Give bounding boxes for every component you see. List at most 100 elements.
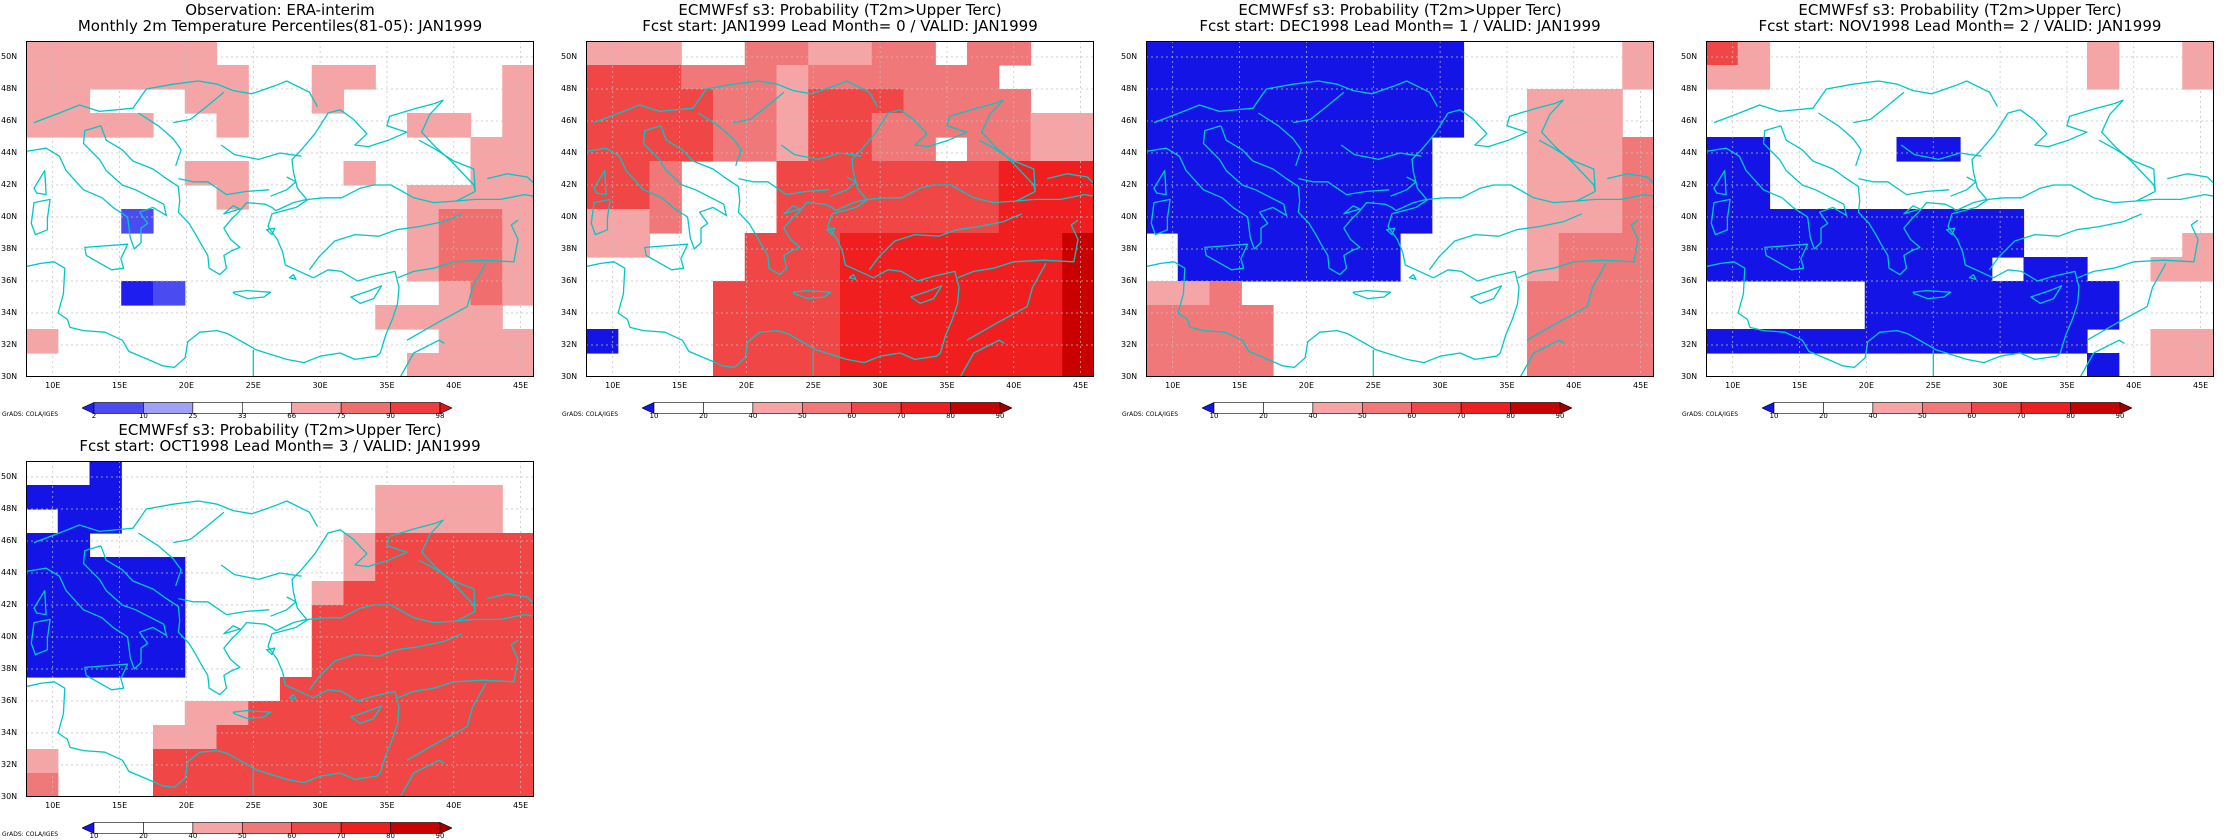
shaded-cell bbox=[1368, 113, 1401, 138]
shaded-cell bbox=[470, 773, 503, 797]
shaded-cell bbox=[967, 161, 1000, 186]
x-tick-label: 25E bbox=[1925, 381, 1941, 390]
colorbar-tick-label: 10 bbox=[89, 832, 99, 840]
shaded-cell bbox=[967, 137, 1000, 162]
panel-forecast-lead0: ECMWFsf s3: Probability (T2m>Upper Terc)… bbox=[560, 0, 1120, 420]
coastline bbox=[825, 227, 836, 236]
y-tick-label: 30N bbox=[1681, 372, 1698, 381]
coastline bbox=[1713, 169, 1727, 196]
shaded-cell bbox=[617, 65, 651, 90]
map-plot bbox=[586, 41, 1094, 377]
shaded-cell bbox=[1400, 113, 1433, 138]
shaded-cell bbox=[438, 485, 472, 510]
shaded-cell bbox=[1622, 329, 1654, 354]
shaded-cell bbox=[1030, 305, 1063, 330]
shaded-cell bbox=[1062, 305, 1094, 330]
shaded-cell bbox=[998, 113, 1032, 138]
shaded-cell bbox=[998, 305, 1032, 330]
shaded-cell bbox=[1960, 209, 1993, 234]
shaded-cell bbox=[2055, 281, 2088, 306]
shaded-cell bbox=[1062, 209, 1094, 234]
shaded-cell bbox=[375, 653, 408, 678]
colorbar-tick-label: 20 bbox=[1818, 412, 1828, 420]
shaded-cell bbox=[502, 629, 534, 654]
shaded-cell bbox=[1273, 65, 1306, 90]
shaded-cell bbox=[1177, 161, 1211, 186]
shaded-cell bbox=[1896, 257, 1929, 282]
colorbar-swatch bbox=[143, 402, 194, 414]
coastline bbox=[30, 618, 51, 656]
shaded-cell bbox=[1896, 233, 1929, 258]
shaded-cell bbox=[1590, 305, 1623, 330]
shaded-cell bbox=[343, 749, 376, 774]
shaded-cell bbox=[407, 773, 440, 797]
shaded-cell bbox=[1622, 209, 1654, 234]
shaded-cell bbox=[26, 653, 59, 678]
shaded-cell bbox=[1622, 41, 1654, 66]
shaded-cell bbox=[1368, 161, 1401, 186]
shaded-cell bbox=[681, 65, 714, 90]
coastline bbox=[1352, 289, 1392, 300]
coastline bbox=[84, 243, 129, 271]
shaded-cell bbox=[2150, 353, 2183, 377]
shaded-cell bbox=[407, 305, 440, 330]
y-tick-label: 30N bbox=[1121, 372, 1138, 381]
y-tick-label: 50N bbox=[1, 472, 18, 481]
shaded-cell bbox=[744, 113, 778, 138]
shaded-cell bbox=[1146, 353, 1179, 377]
shaded-cell bbox=[744, 353, 778, 377]
coastline bbox=[2167, 173, 2214, 184]
shaded-cell bbox=[776, 161, 809, 186]
shaded-cell bbox=[1304, 185, 1338, 210]
y-tick-label: 38N bbox=[1681, 244, 1698, 253]
x-tick-label: 40E bbox=[1006, 381, 1022, 390]
colorbar-swatch bbox=[1921, 402, 1973, 414]
shaded-cell bbox=[1209, 137, 1242, 162]
shaded-cell bbox=[840, 185, 873, 210]
panel-forecast-lead2: ECMWFsf s3: Probability (T2m>Upper Terc)… bbox=[1680, 0, 2240, 420]
shaded-cell bbox=[502, 281, 534, 306]
shaded-cell bbox=[248, 725, 281, 750]
shaded-cell bbox=[776, 41, 809, 66]
shaded-cell bbox=[1558, 329, 1592, 354]
shaded-cell bbox=[2023, 305, 2056, 330]
shaded-cell bbox=[407, 749, 440, 774]
x-tick-label: 15E bbox=[671, 381, 688, 390]
shaded-cell bbox=[681, 137, 714, 162]
map-frame bbox=[1706, 41, 2214, 377]
shaded-cell bbox=[121, 65, 154, 90]
shaded-cell bbox=[89, 557, 122, 582]
shaded-cell bbox=[438, 653, 472, 678]
shaded-cell bbox=[649, 209, 682, 234]
shaded-cell bbox=[311, 581, 345, 606]
coastline bbox=[487, 593, 534, 604]
shaded-cell bbox=[1030, 353, 1063, 377]
shaded-cell bbox=[967, 305, 1000, 330]
x-tick-label: 45E bbox=[2193, 381, 2209, 390]
coastline bbox=[1518, 339, 1565, 377]
shaded-cell bbox=[776, 329, 809, 354]
y-tick-label: 32N bbox=[1, 340, 18, 349]
coastline bbox=[1968, 273, 1977, 281]
shaded-cell bbox=[1336, 113, 1369, 138]
shaded-cell bbox=[776, 113, 809, 138]
shaded-cell bbox=[1030, 281, 1063, 306]
shaded-cell bbox=[776, 257, 809, 282]
shaded-cell bbox=[1241, 65, 1274, 90]
shaded-cell bbox=[903, 161, 936, 186]
panel-subtitle: Fcst start: NOV1998 Lead Month= 2 / VALI… bbox=[1758, 17, 2162, 35]
shaded-cell bbox=[1737, 209, 1771, 234]
shaded-cell bbox=[871, 113, 905, 138]
colorbar-swatch bbox=[439, 402, 453, 414]
shaded-cell bbox=[903, 329, 936, 354]
coastline bbox=[1150, 198, 1171, 236]
colorbar-tick-label: 10 bbox=[1209, 412, 1219, 420]
coastline bbox=[223, 625, 241, 635]
x-tick-label: 10E bbox=[605, 381, 621, 390]
colorbar bbox=[1761, 399, 2133, 414]
colorbar-swatch bbox=[340, 402, 391, 414]
shaded-cell bbox=[1177, 89, 1211, 114]
shaded-cell bbox=[470, 329, 503, 354]
colorbar-tick-label: 60 bbox=[1407, 412, 1417, 420]
colorbar-swatch bbox=[2119, 402, 2133, 414]
